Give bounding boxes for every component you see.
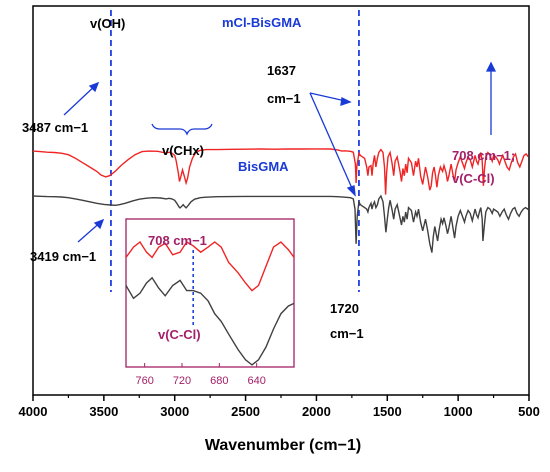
- arrow-1637-b-head: [346, 185, 356, 197]
- x-tick-label-2000: 2000: [302, 404, 331, 419]
- arrow-3487-head: [88, 81, 100, 93]
- label-bisgma: BisGMA: [238, 159, 289, 174]
- inset-x-tick-label-640: 640: [247, 375, 265, 387]
- arrow-1637-a-head: [340, 97, 352, 106]
- inset-plot: 760 720 680 640 708 cm−1 v(C-Cl): [125, 218, 295, 387]
- label-1720-unit: cm−1: [330, 326, 364, 341]
- x-axis: 4000 3500 3000 2500 2000 1500 1000 500: [19, 395, 540, 419]
- x-tick-label-500: 500: [518, 404, 540, 419]
- label-oh: v(OH): [90, 16, 125, 31]
- label-1637-unit: cm−1: [267, 91, 301, 106]
- arrow-3419-head: [93, 218, 105, 230]
- reference-lines: [110, 10, 360, 292]
- inset-x-tick-label-680: 680: [210, 375, 228, 387]
- arrow-708-head: [485, 61, 497, 72]
- label-mcl-bisgma: mCl-BisGMA: [222, 15, 302, 30]
- label-1720-value: 1720: [330, 301, 359, 316]
- x-tick-label-4000: 4000: [19, 404, 48, 419]
- series-line-mcl-bisgma: [32, 148, 529, 195]
- inset-series-line-mcl-bisgma: [125, 240, 295, 292]
- inset-series-layer: [125, 240, 295, 366]
- x-axis-label: Wavenumber (cm−1): [205, 437, 361, 454]
- label-3487: 3487 cm−1: [22, 120, 88, 135]
- arrow-1637-b: [309, 92, 356, 196]
- chx-brace: [151, 123, 213, 136]
- inset-708-label: 708 cm−1: [148, 233, 207, 248]
- label-3419: 3419 cm−1: [30, 249, 96, 264]
- label-chx: v(CHx): [162, 143, 204, 158]
- inset-x-tick-label-720: 720: [173, 375, 191, 387]
- series-layer: [32, 148, 530, 253]
- x-tick-label-2500: 2500: [231, 404, 260, 419]
- label-1637-value: 1637: [267, 63, 296, 78]
- inset-frame: [125, 218, 295, 368]
- inset-x-ticks: 760 720 680 640: [135, 363, 266, 387]
- arrows: [63, 61, 497, 243]
- x-tick-label-3500: 3500: [89, 404, 118, 419]
- label-708: 708 cm−1;: [452, 148, 515, 163]
- annotations: mCl-BisGMA BisGMA v(OH) v(CHx) 3487 cm−1…: [22, 15, 515, 341]
- inset-series-line-bisgma: [125, 276, 295, 366]
- inset-x-tick-label-760: 760: [135, 375, 153, 387]
- x-tick-label-3000: 3000: [160, 404, 189, 419]
- label-ccl: v(C-Cl): [452, 171, 495, 186]
- series-line-bisgma: [32, 194, 530, 253]
- x-tick-label-1500: 1500: [373, 404, 402, 419]
- inset-ccl-label: v(C-Cl): [158, 327, 201, 342]
- x-tick-label-1000: 1000: [444, 404, 473, 419]
